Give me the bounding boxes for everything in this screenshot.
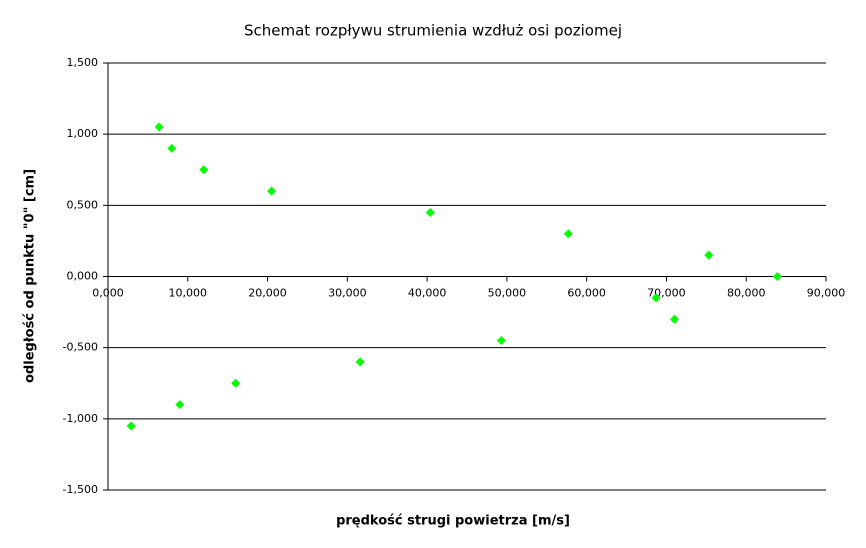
- point: [772, 272, 782, 281]
- point: [355, 357, 365, 367]
- y-tick-label: 0,500: [67, 198, 99, 211]
- point: [651, 293, 661, 303]
- point: [425, 207, 435, 217]
- point: [167, 143, 177, 153]
- y-axis-title: odległość od punktu "0" [cm]: [23, 169, 38, 383]
- y-tick-label: 0,000: [67, 270, 99, 283]
- point: [669, 314, 679, 324]
- x-tick-label: 10,000: [169, 287, 208, 300]
- x-tick-label: 40,000: [408, 287, 447, 300]
- x-tick-label: 60,000: [567, 287, 606, 300]
- point: [175, 400, 185, 410]
- y-tick-label: 1,500: [67, 56, 99, 69]
- x-tick-label: 80,000: [727, 287, 766, 300]
- point: [267, 186, 277, 196]
- x-tick-label: 50,000: [488, 287, 527, 300]
- y-tick-label: -1,500: [63, 483, 98, 496]
- point: [154, 122, 164, 132]
- x-tick-label: 30,000: [328, 287, 367, 300]
- point: [231, 378, 241, 388]
- x-axis-title: prędkość strugi powietrza [m/s]: [336, 514, 570, 529]
- y-tick-label: -0,500: [63, 341, 98, 354]
- point: [704, 250, 714, 260]
- point: [199, 165, 209, 175]
- x-tick-label: 20,000: [248, 287, 287, 300]
- x-tick-label: 90,000: [807, 287, 846, 300]
- chart-title: Schemat rozpływu strumienia wzdłuż osi p…: [244, 22, 622, 40]
- y-tick-label: 1,000: [67, 127, 99, 140]
- point: [126, 421, 136, 431]
- x-tick-label: 0,000: [92, 287, 124, 300]
- point: [496, 336, 506, 346]
- y-tick-label: -1,000: [63, 412, 98, 425]
- point: [563, 229, 573, 239]
